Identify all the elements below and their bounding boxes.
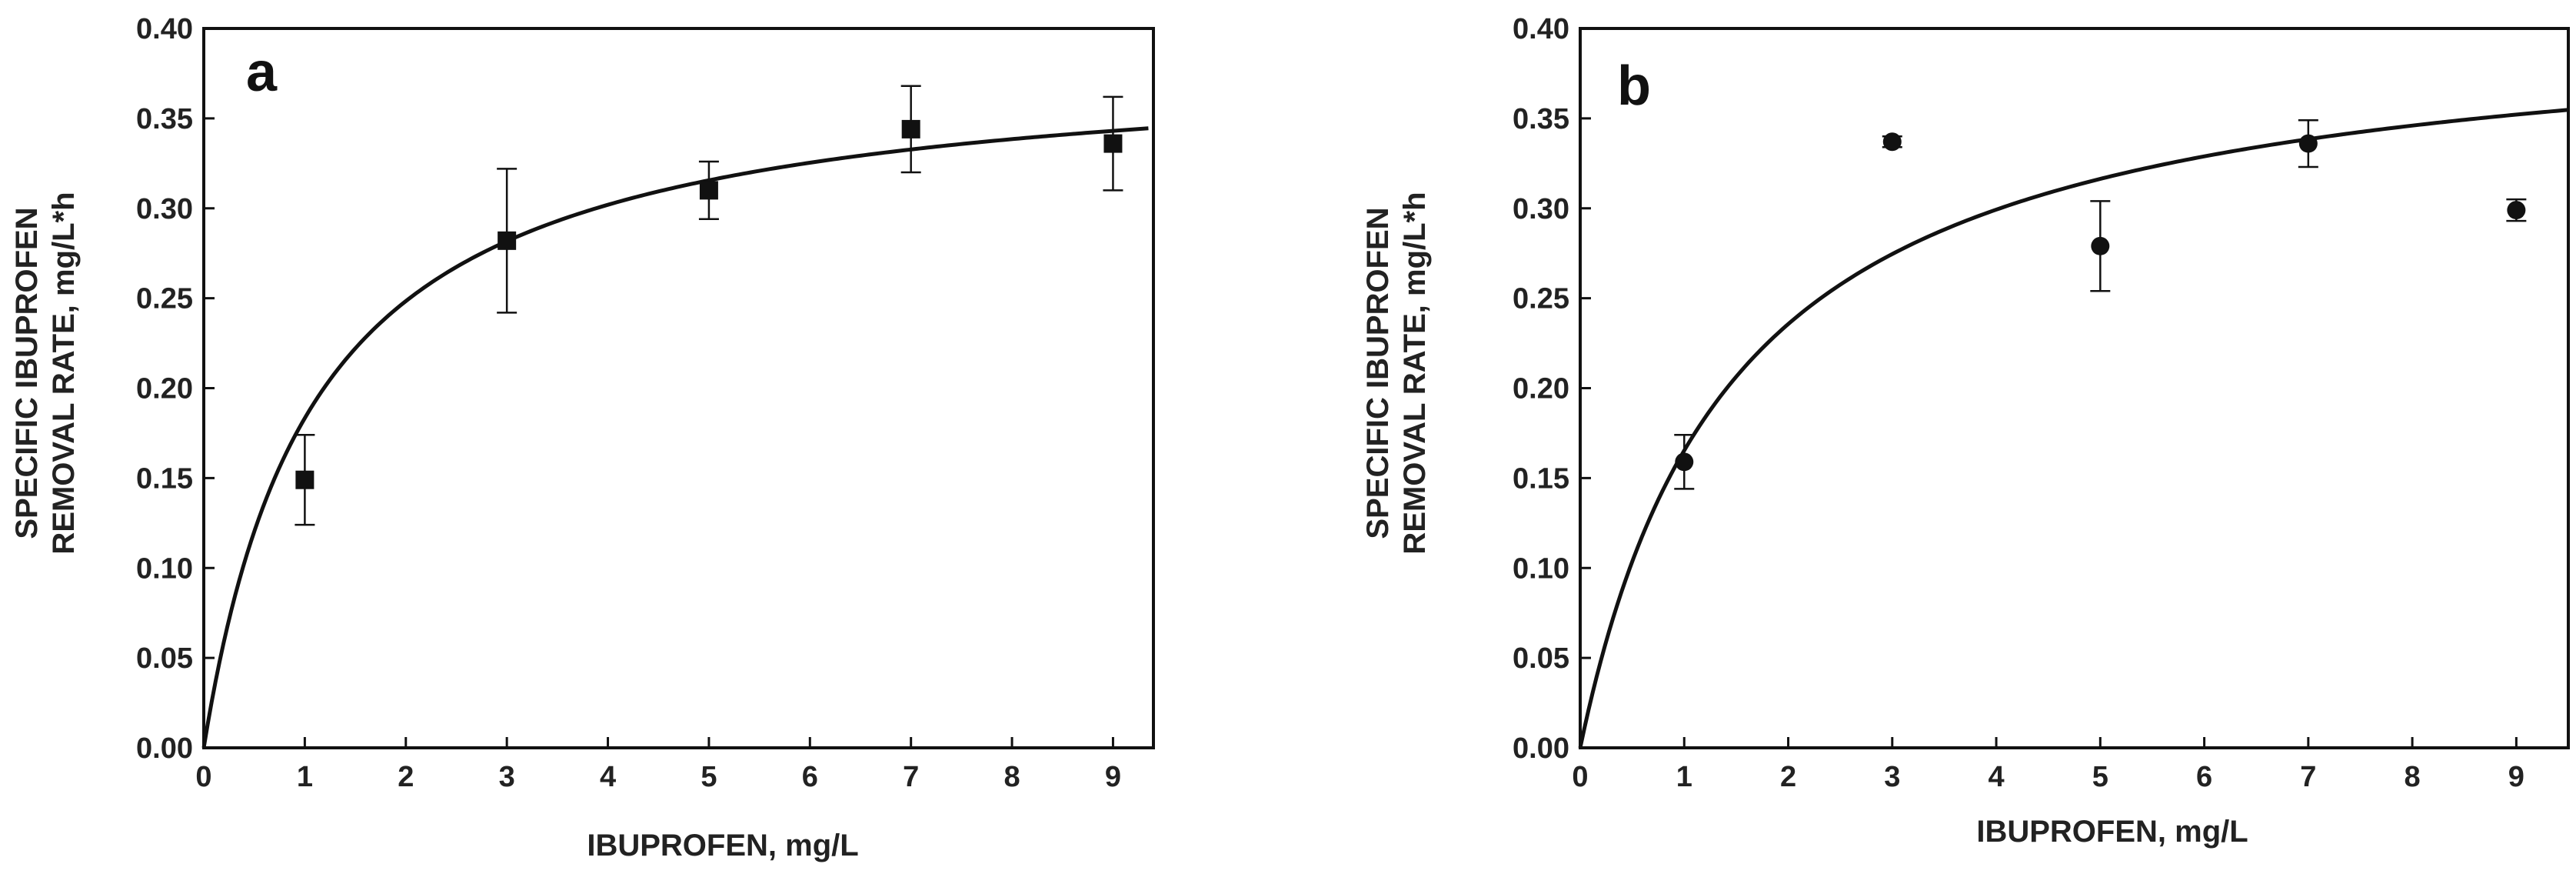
x-tick-label-b: 2 (1780, 761, 1796, 793)
x-tick-label-b: 4 (1988, 761, 2004, 793)
x-tick-label-b: 1 (1676, 761, 1692, 793)
x-tick-label-b: 0 (1572, 761, 1588, 793)
y-tick-label-a: 0.00 (136, 732, 193, 765)
data-point-a (1103, 134, 1123, 153)
x-tick-label-b: 5 (2092, 761, 2108, 793)
y-tick-label-b: 0.05 (1513, 642, 1569, 675)
x-tick-label-a: 7 (903, 761, 919, 793)
chart-panel-a: a IBUPROFEN, mg/L SPECIFIC IBUPROFEN REM… (10, 13, 1155, 862)
y-tick-label-b: 0.30 (1513, 193, 1569, 225)
data-point-b (2298, 134, 2318, 153)
y-tick-label-b: 0.40 (1513, 13, 1569, 45)
fit-curve-a (201, 126, 1149, 749)
x-tick-label-a: 4 (600, 761, 616, 793)
x-tick-label-b: 9 (2508, 761, 2524, 793)
x-tick-label-a: 6 (802, 761, 818, 793)
x-tick-label-a: 3 (499, 761, 515, 793)
y-tick-label-b: 0.00 (1513, 732, 1569, 765)
x-tick-label-a: 1 (297, 761, 313, 793)
panel-letter-b: b (1617, 55, 1651, 117)
data-point-b (2091, 236, 2110, 255)
y-tick-label-a: 0.20 (136, 373, 193, 405)
x-tick-label-b: 8 (2405, 761, 2421, 793)
x-tick-label-a: 5 (701, 761, 717, 793)
plot-frame-a (202, 27, 1155, 749)
y-tick-label-a: 0.30 (136, 193, 193, 225)
chart-panel-b: b IBUPROFEN, mg/L SPECIFIC IBUPROFEN REM… (1288, 0, 2576, 874)
y-tick-label-a: 0.25 (136, 283, 193, 315)
y-axis-title-a-line1: SPECIFIC IBUPROFEN (10, 207, 44, 539)
y-tick-label-b: 0.35 (1513, 103, 1569, 135)
y-tick-label-a: 0.35 (136, 103, 193, 135)
x-axis-title-a: IBUPROFEN, mg/L (587, 829, 858, 862)
x-tick-label-b: 6 (2196, 761, 2212, 793)
x-tick-label-b: 3 (1884, 761, 1900, 793)
data-point-a (901, 119, 920, 138)
data-point-b (1882, 132, 1902, 152)
y-axis-title-b-line1: SPECIFIC IBUPROFEN (1361, 207, 1395, 539)
fit-curve-b (1578, 108, 2569, 749)
y-tick-label-a: 0.05 (136, 642, 193, 675)
x-axis-title-b: IBUPROFEN, mg/L (1976, 815, 2248, 849)
y-tick-label-b: 0.25 (1513, 283, 1569, 315)
panel-letter-a: a (246, 42, 278, 103)
data-point-b (1675, 452, 1694, 472)
data-point-a (295, 470, 315, 489)
x-tick-label-a: 9 (1105, 761, 1121, 793)
x-tick-label-a: 0 (195, 761, 211, 793)
y-tick-label-b: 0.10 (1513, 552, 1569, 585)
data-point-a (699, 181, 718, 200)
chart-b-svg: b IBUPROFEN, mg/L SPECIFIC IBUPROFEN REM… (1361, 13, 2570, 849)
y-tick-label-a: 0.10 (136, 552, 193, 585)
y-tick-label-b: 0.15 (1513, 462, 1569, 495)
y-tick-label-a: 0.40 (136, 13, 193, 45)
x-tick-label-a: 8 (1003, 761, 1020, 793)
data-point-a (498, 231, 517, 250)
data-point-b (2507, 201, 2526, 220)
y-tick-label-b: 0.20 (1513, 373, 1569, 405)
x-tick-label-a: 2 (398, 761, 414, 793)
chart-a-svg: a IBUPROFEN, mg/L SPECIFIC IBUPROFEN REM… (10, 13, 1155, 862)
x-tick-label-b: 7 (2300, 761, 2316, 793)
y-axis-title-a-line2: REMOVAL RATE, mg/L*h (47, 192, 81, 554)
y-tick-label-a: 0.15 (136, 462, 193, 495)
y-axis-title-b-line2: REMOVAL RATE, mg/L*h (1398, 192, 1432, 554)
